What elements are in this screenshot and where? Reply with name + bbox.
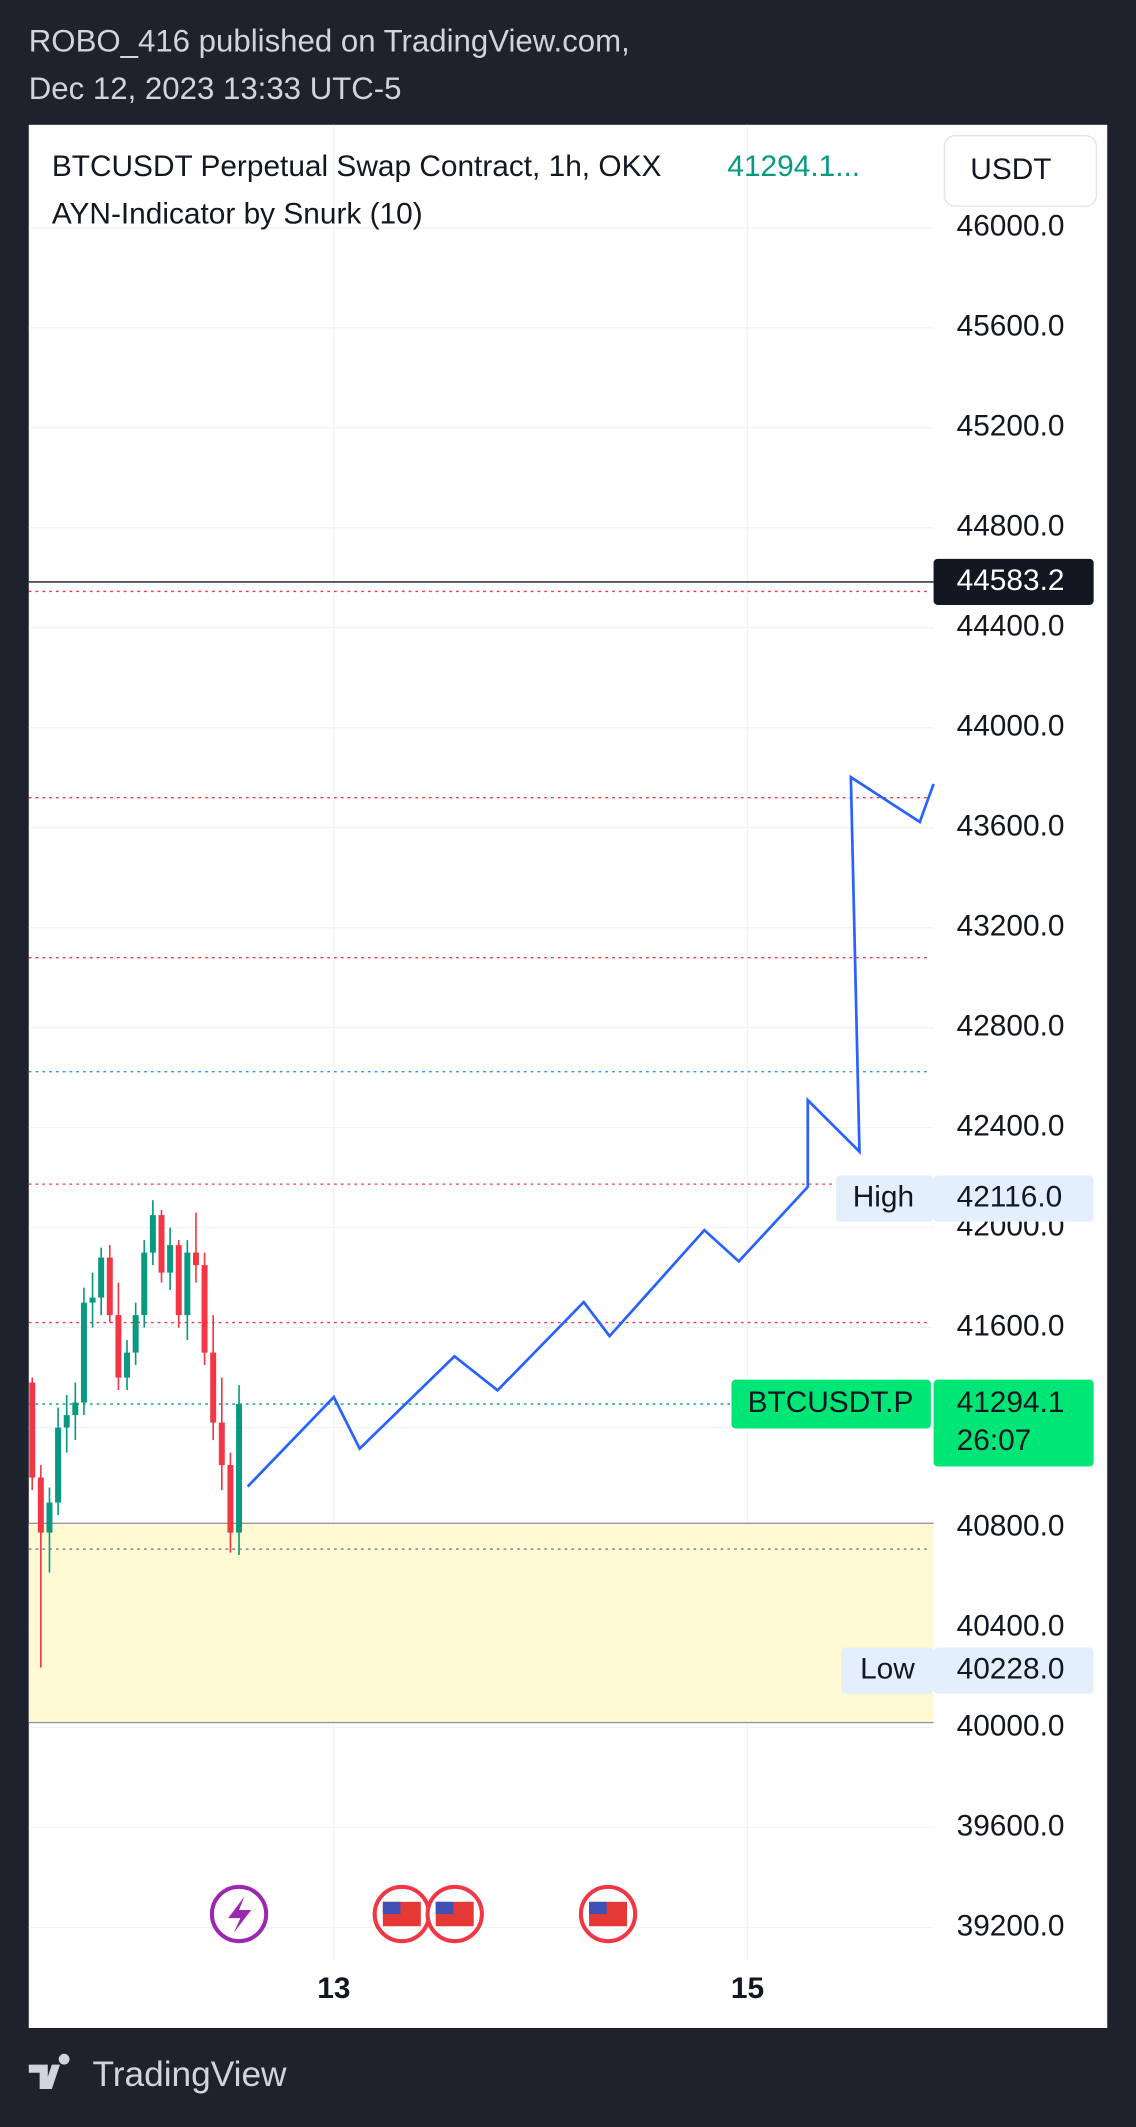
y-tick-label: 46000.0: [957, 210, 1065, 243]
x-tick-label: 13: [317, 1972, 350, 2005]
candle-body: [218, 1422, 225, 1466]
candle-body: [115, 1315, 122, 1378]
high-label: High: [853, 1180, 914, 1213]
candle-body: [158, 1215, 165, 1273]
flag-canton: [435, 1901, 454, 1915]
y-tick-label: 40400.0: [957, 1609, 1065, 1642]
y-tick-label: 42400.0: [957, 1110, 1065, 1143]
zone: [28, 1523, 934, 1723]
candle-body: [89, 1297, 96, 1303]
y-tick-label: 40000.0: [957, 1709, 1065, 1742]
y-tick-label: 41600.0: [957, 1309, 1065, 1342]
symbol-label: BTCUSDT.P: [748, 1386, 914, 1419]
candle-body: [141, 1252, 148, 1316]
y-tick-label: 43600.0: [957, 810, 1065, 843]
candle-body: [132, 1315, 139, 1353]
candle-body: [236, 1404, 243, 1533]
x-tick-label: 15: [731, 1972, 764, 2005]
low-label: Low: [860, 1652, 915, 1685]
y-tick-label: 45200.0: [957, 410, 1065, 443]
event-icons: [209, 1884, 638, 1944]
low-tag: [841, 1647, 934, 1694]
level-badge: [933, 558, 1094, 605]
logo-mark: [28, 2053, 70, 2090]
chart-area: [28, 124, 1108, 2028]
low-value: 40228.0: [957, 1652, 1065, 1685]
candle-body: [124, 1352, 131, 1378]
y-tick-label: 42800.0: [957, 1010, 1065, 1043]
chart-title: BTCUSDT Perpetual Swap Contract, 1h, OKX: [52, 150, 662, 183]
price-value: 41294.1: [957, 1386, 1065, 1419]
indicator: AYN-Indicator by Snurk (10): [52, 198, 423, 231]
forecast-line: [246, 774, 935, 1488]
candle-body: [46, 1502, 53, 1533]
lightning: [228, 1896, 252, 1934]
y-tick-label: 43200.0: [957, 910, 1065, 943]
candle-body: [175, 1245, 182, 1316]
y-tick-label: 44000.0: [957, 710, 1065, 743]
flag-canton: [589, 1901, 607, 1915]
price-badge: [933, 1379, 1094, 1467]
publish-date: Dec 12, 2023 13:33 UTC-5: [29, 71, 402, 106]
candle-body: [192, 1252, 199, 1266]
candle-body: [106, 1257, 113, 1316]
candle-body: [98, 1257, 105, 1298]
high-badge: [933, 1175, 1094, 1222]
countdown: 26:07: [957, 1424, 1032, 1457]
candle-body: [201, 1265, 208, 1353]
candle-body: [29, 1382, 36, 1478]
candle-body: [72, 1402, 79, 1416]
y-tick-label: 45600.0: [957, 310, 1065, 343]
plot: 46000.0 45600.0 45200.0 44800.0 44400.0 44000…: [28, 124, 1094, 2005]
currency: USDT: [970, 153, 1051, 186]
flag-canton: [382, 1901, 401, 1915]
candle-body: [210, 1352, 217, 1423]
y-tick-label: 44800.0: [957, 510, 1065, 543]
candle-body: [63, 1415, 70, 1428]
candle-body: [55, 1427, 62, 1503]
high-value: 42116.0: [957, 1180, 1063, 1213]
candle-body: [167, 1245, 174, 1273]
y-tick-label: 44400.0: [957, 610, 1065, 643]
y-tick-label: 39600.0: [957, 1809, 1065, 1842]
low-badge: [933, 1647, 1094, 1694]
candle-body: [80, 1302, 87, 1403]
header-price: 41294.1...: [727, 150, 860, 183]
level-badge-text: 44583.2: [957, 564, 1065, 597]
currency-button[interactable]: [943, 134, 1098, 207]
logo: [28, 2053, 70, 2090]
candle-body: [227, 1465, 234, 1533]
candle-body: [37, 1477, 44, 1533]
candle-body: [149, 1215, 156, 1253]
high-tag: [835, 1175, 934, 1222]
y-tick-label: 40800.0: [957, 1509, 1065, 1542]
publisher: ROBO_416 published on TradingView.com,: [29, 24, 630, 59]
candle-body: [184, 1252, 191, 1316]
y-tick-label: 39200.0: [957, 1909, 1065, 1942]
brand: TradingView: [93, 2055, 288, 2094]
symbol-tag: [731, 1379, 931, 1429]
